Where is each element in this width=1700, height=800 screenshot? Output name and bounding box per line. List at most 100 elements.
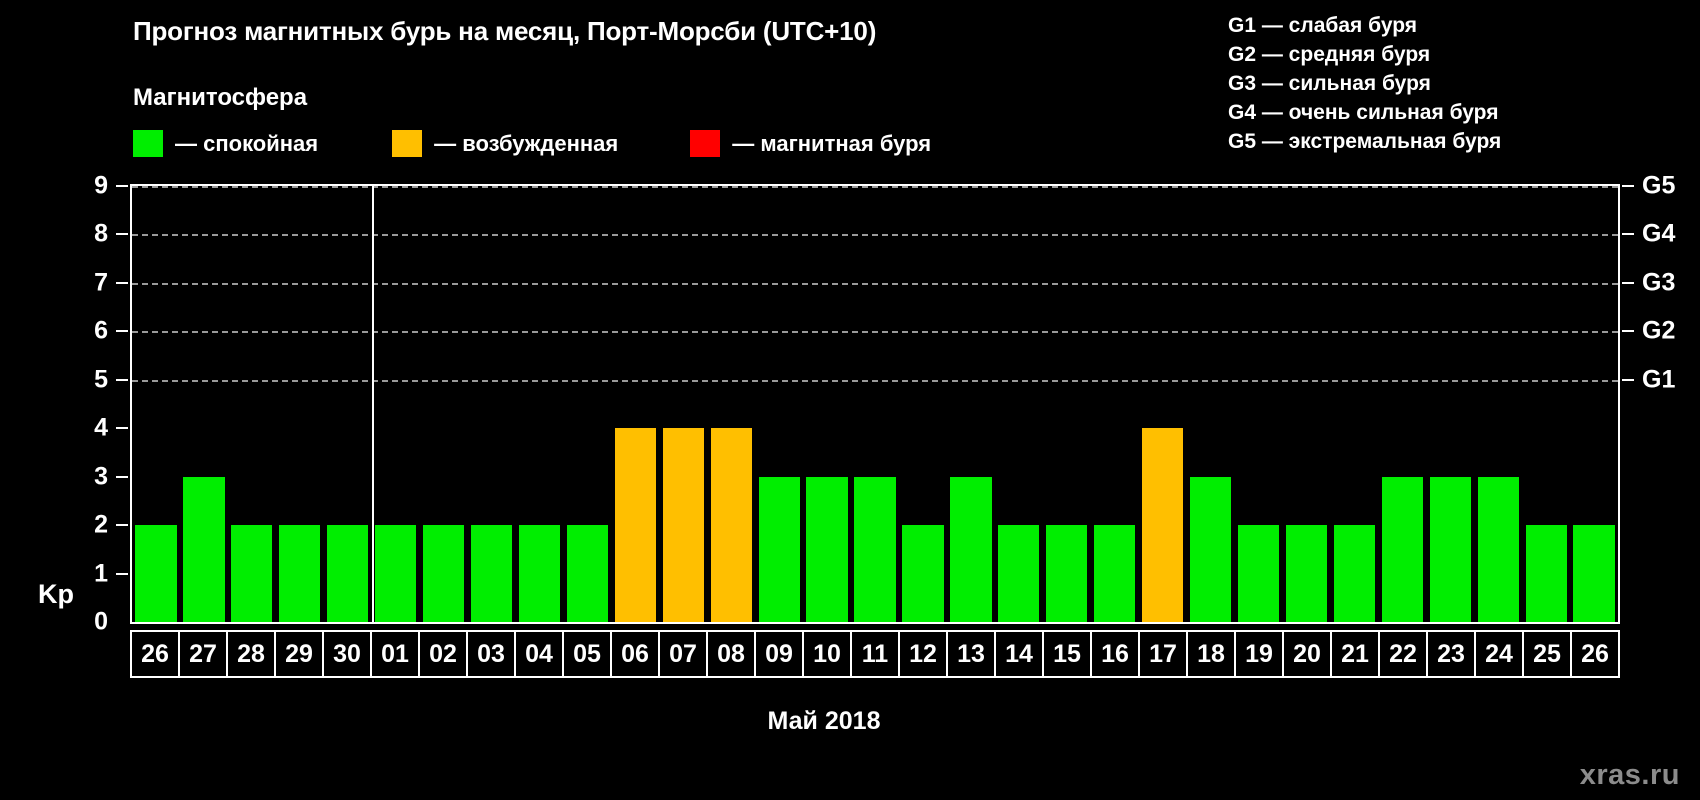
y-tick-mark-5 [116,378,128,381]
bar-18 [1189,476,1232,622]
g-scale-line-g2: G2 — средняя буря [1228,43,1431,66]
bar-cell [1283,186,1331,622]
legend-item-calm: — спокойная [133,130,318,157]
gridlines-layer [132,186,1618,622]
day-cell-29: 29 [274,630,324,678]
gridline-kp-9 [132,186,1618,188]
y-tick-label-6: 6 [94,316,108,345]
bar-cell [1378,186,1426,622]
g-tick-label-g3: G3 [1642,268,1676,297]
bar-cell [995,186,1043,622]
bar-cell [563,186,611,622]
magnetosphere-section-label: Магнитосфера [133,84,308,111]
bar-cell [755,186,803,622]
y-tick-label-8: 8 [94,219,108,248]
y-tick-label-1: 1 [94,559,108,588]
g-tick-mark-g2 [1622,330,1634,333]
g-tick-mark-g4 [1622,233,1634,236]
bar-07 [662,428,704,622]
day-cell-19: 19 [1234,630,1284,678]
day-cell-11: 11 [850,630,900,678]
bar-cell [1043,186,1091,622]
bar-cell [516,186,564,622]
y-tick-label-3: 3 [94,462,108,491]
g-scale-line-g3: G3 — сильная буря [1228,72,1431,95]
bar-26 [135,525,177,622]
month-year-text: Май 2018 [767,707,881,735]
bar-cell [1426,186,1474,622]
bar-cell [1187,186,1235,622]
y-tick-label-0: 0 [94,607,108,636]
legend-item-storm: — магнитная буря [690,130,931,157]
bar-04 [518,525,561,622]
bar-16 [1094,525,1136,622]
bar-14 [998,525,1040,622]
bar-30 [327,525,369,622]
bar-03 [470,525,513,622]
bar-cell [468,186,516,622]
bar-cell [1235,186,1283,622]
bar-cell [707,186,755,622]
day-cell-14: 14 [994,630,1044,678]
bar-cell [611,186,659,622]
bar-cell [947,186,995,622]
bar-22 [1381,476,1423,622]
green-square-icon [133,130,163,157]
gridline-kp-5 [132,379,1618,382]
day-cell-28: 28 [226,630,276,678]
g-scale-line-g5: G5 — экстремальная буря [1228,130,1502,153]
bar-cell [180,186,228,622]
y-tick-mark-3 [116,475,128,478]
bar-15 [1046,525,1088,622]
watermark: xras.ru [1579,759,1680,791]
bar-cell [803,186,851,622]
day-cell-05: 05 [562,630,612,678]
day-cell-30: 30 [322,630,372,678]
day-cell-27: 27 [178,630,228,678]
legend-label-calm: — спокойная [175,130,319,156]
day-cell-26: 26 [130,630,180,678]
day-cell-02: 02 [418,630,468,678]
y-tick-label-2: 2 [94,510,108,539]
bar-cell [1522,186,1570,622]
y-tick-mark-2 [116,524,128,527]
bar-cell [851,186,899,622]
bar-11 [854,476,896,622]
day-cell-21: 21 [1330,630,1380,678]
gridline-kp-8 [132,234,1618,237]
bar-06 [614,428,656,622]
g-scale-line-g1: G1 — слабая буря [1228,14,1418,37]
legend-label-storm: — магнитная буря [732,130,932,156]
y-tick-mark-1 [116,572,128,575]
bar-cell [420,186,468,622]
x-axis-title: Май 2018 [0,707,1700,736]
bar-01 [375,525,417,622]
y-tick-label-9: 9 [94,171,108,200]
bar-21 [1333,525,1376,622]
month-separator-line [371,186,374,622]
day-cell-18: 18 [1186,630,1236,678]
day-cell-16: 16 [1090,630,1140,678]
day-cell-22: 22 [1378,630,1428,678]
bar-cell [228,186,276,622]
day-cell-10: 10 [802,630,852,678]
g-axis-storm-scale: G1 G2 G3 G4 G5 [1620,172,1700,624]
day-cell-09: 09 [754,630,804,678]
y-tick-mark-9 [116,185,128,187]
g-scale-legend: G1 — слабая буря G2 — средняя буря G3 — … [1228,11,1501,156]
y-axis-title: Kp [38,579,74,609]
y-tick-mark-7 [116,281,128,284]
bar-19 [1237,525,1280,622]
bar-cell [1570,186,1618,622]
day-cell-25: 25 [1522,630,1572,678]
magnetosphere-legend: — спокойная — возбужденная — магнитная б… [133,130,931,157]
g-tick-mark-g3 [1622,281,1634,284]
day-cell-23: 23 [1426,630,1476,678]
bar-cell [1139,186,1187,622]
bar-10 [806,476,848,622]
bar-27 [183,476,225,622]
day-cell-06: 06 [610,630,660,678]
bar-23 [1429,476,1471,622]
bar-cell [132,186,180,622]
bar-cell [659,186,707,622]
